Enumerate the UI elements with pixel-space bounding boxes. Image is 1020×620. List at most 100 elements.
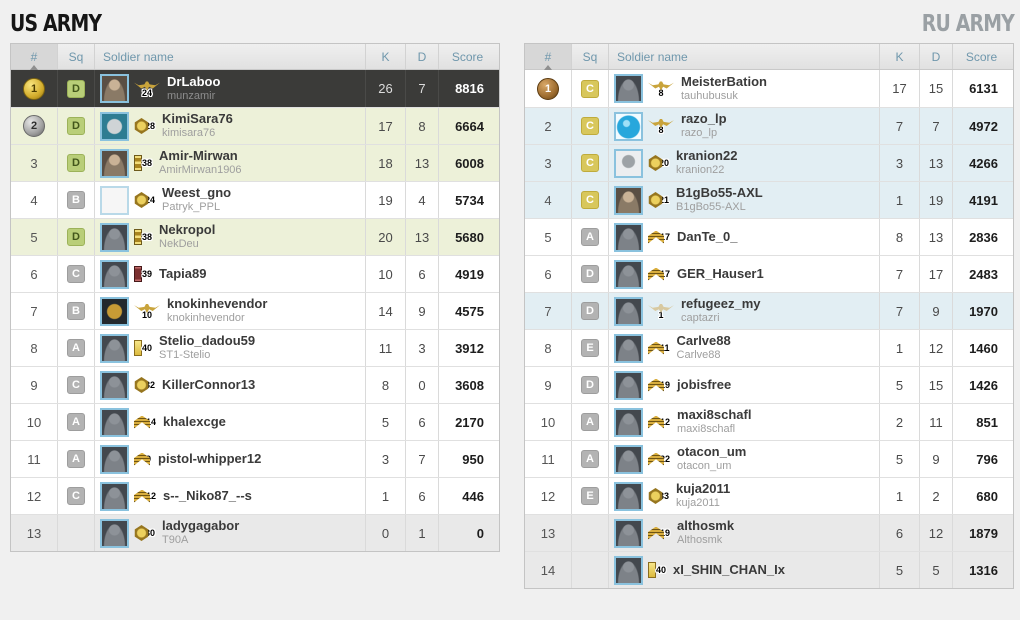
table-row[interactable]: 8 A 40 Stelio_dadou59 ST1-Stelio 11 3 39… bbox=[11, 329, 499, 366]
soldier-name[interactable]: althosmk bbox=[677, 518, 735, 534]
soldier-cell: 17 DanTe_0_ bbox=[609, 219, 880, 255]
table-row[interactable]: 9 C 32 KillerConnor13 8 0 3608 bbox=[11, 366, 499, 403]
soldier-name[interactable]: knokinhevendor bbox=[167, 296, 268, 312]
table-row[interactable]: 11 A 22 otacon_um otacon_um 5 9 796 bbox=[525, 440, 1013, 477]
table-row[interactable]: 12 E 33 kuja2011 kuja2011 1 2 680 bbox=[525, 477, 1013, 514]
column-header-squad[interactable]: Sq bbox=[58, 44, 95, 69]
deaths-value: 9 bbox=[920, 441, 953, 477]
rank-insignia-icon bbox=[648, 303, 674, 313]
table-row[interactable]: 6 D 17 GER_Hauser1 7 17 2483 bbox=[525, 255, 1013, 292]
rank-icon: 17 bbox=[648, 230, 670, 244]
squad-badge: D bbox=[67, 79, 85, 98]
soldier-name[interactable]: DanTe_0_ bbox=[677, 228, 738, 244]
column-header-rank[interactable]: # bbox=[525, 44, 572, 70]
soldier-name[interactable]: s--_Niko87_--s bbox=[163, 487, 252, 503]
rank-insignia-icon bbox=[648, 488, 663, 504]
column-header-score[interactable]: Score bbox=[451, 49, 484, 64]
avatar bbox=[100, 111, 129, 141]
table-row[interactable]: 5 A 17 DanTe_0_ 8 13 2836 bbox=[525, 218, 1013, 255]
kills-value: 3 bbox=[366, 441, 406, 477]
table-row[interactable]: 7 B 10 knokinhevendor knokinhevendor 14 … bbox=[11, 292, 499, 329]
rank-insignia-icon bbox=[648, 562, 656, 578]
avatar bbox=[614, 333, 643, 363]
position-cell: 9 bbox=[525, 367, 572, 403]
kills-value: 8 bbox=[880, 219, 920, 255]
position: 12 bbox=[26, 488, 42, 504]
column-header-deaths[interactable]: D bbox=[406, 44, 439, 69]
soldier-name[interactable]: kuja2011 bbox=[676, 481, 731, 497]
table-row[interactable]: 1 D 24 DrLaboo munzamir 26 7 8816 bbox=[11, 70, 499, 107]
table-row[interactable]: 3 C 20 kranion22 kranion22 3 13 4266 bbox=[525, 144, 1013, 181]
table-row[interactable]: 8 E 11 Carlve88 Carlve88 1 12 1460 bbox=[525, 329, 1013, 366]
us-army-table: # Sq Soldier name K D Score 1 D 24 DrLab… bbox=[10, 43, 500, 552]
medal-icon: 2 bbox=[23, 115, 45, 137]
table-row[interactable]: 6 C 39 Tapia89 10 6 4919 bbox=[11, 255, 499, 292]
table-row[interactable]: 11 A 9 pistol-whipper12 3 7 950 bbox=[11, 440, 499, 477]
table-row[interactable]: 1 C 8 MeisterBation tauhubusuk 17 15 613… bbox=[525, 70, 1013, 107]
column-header-deaths[interactable]: D bbox=[920, 44, 953, 69]
table-row[interactable]: 4 B 24 Weest_gno Patryk_PPL 19 4 5734 bbox=[11, 181, 499, 218]
soldier-name[interactable]: pistol-whipper12 bbox=[158, 450, 262, 466]
soldier-name[interactable]: B1gBo55-AXL bbox=[676, 185, 763, 201]
name-block: DanTe_0_ bbox=[677, 228, 738, 245]
table-row[interactable]: 4 C 21 B1gBo55-AXL B1gBo55-AXL 1 19 4191 bbox=[525, 181, 1013, 218]
column-header-score[interactable]: Score bbox=[965, 49, 998, 64]
soldier-name[interactable]: otacon_um bbox=[677, 444, 747, 460]
soldier-name[interactable]: Weest_gno bbox=[162, 185, 232, 201]
position: 7 bbox=[30, 303, 38, 319]
soldier-name[interactable]: Tapia89 bbox=[159, 265, 207, 281]
rank-level: 40 bbox=[142, 342, 153, 353]
position: 11 bbox=[541, 451, 555, 467]
soldier-name[interactable]: khalexcge bbox=[163, 413, 226, 429]
soldier-name[interactable]: DrLaboo bbox=[167, 73, 221, 89]
table-row[interactable]: 5 D 38 Nekropol NekDeu 20 13 5680 bbox=[11, 218, 499, 255]
table-row[interactable]: 9 D 19 jobisfree 5 15 1426 bbox=[525, 366, 1013, 403]
squad-badge: D bbox=[581, 376, 599, 394]
column-header-kills[interactable]: K bbox=[366, 44, 406, 69]
squad-badge: E bbox=[581, 487, 599, 505]
table-row[interactable]: 14 40 xI_SHIN_CHAN_Ix 5 5 1316 bbox=[525, 551, 1013, 588]
soldier-name[interactable]: GER_Hauser1 bbox=[677, 265, 764, 281]
column-header-name[interactable]: Soldier name bbox=[609, 44, 880, 69]
soldier-cell: 21 B1gBo55-AXL B1gBo55-AXL bbox=[609, 182, 880, 218]
table-row[interactable]: 13 19 althosmk Althosmk 6 12 1879 bbox=[525, 514, 1013, 551]
soldier-name[interactable]: xI_SHIN_CHAN_Ix bbox=[673, 561, 786, 577]
soldier-name[interactable]: maxi8schafl bbox=[677, 407, 752, 423]
table-row[interactable]: 12 C 12 s--_Niko87_--s 1 6 446 bbox=[11, 477, 499, 514]
soldier-name[interactable]: Amir-Mirwan bbox=[159, 148, 238, 164]
position-cell: 12 bbox=[525, 478, 572, 514]
soldier-name[interactable]: Nekropol bbox=[159, 222, 216, 238]
position-cell: 14 bbox=[525, 552, 572, 588]
table-row[interactable]: 2 D 28 KimiSara76 kimisara76 17 8 6664 bbox=[11, 107, 499, 144]
soldier-name[interactable]: KimiSara76 bbox=[162, 111, 233, 127]
player-tag: maxi8schafl bbox=[677, 423, 736, 436]
table-row[interactable]: 10 A 14 khalexcge 5 6 2170 bbox=[11, 403, 499, 440]
soldier-name[interactable]: ladygagabor bbox=[162, 518, 240, 534]
table-row[interactable]: 3 D 38 Amir-Mirwan AmirMirwan1906 18 13 … bbox=[11, 144, 499, 181]
rank-icon: 28 bbox=[134, 118, 155, 134]
column-header-name[interactable]: Soldier name bbox=[95, 44, 366, 69]
soldier-name[interactable]: razo_lp bbox=[681, 111, 727, 127]
soldier-name[interactable]: kranion22 bbox=[676, 148, 738, 164]
soldier-name[interactable]: KillerConnor13 bbox=[162, 376, 256, 392]
column-header-squad[interactable]: Sq bbox=[572, 44, 609, 69]
squad-badge: A bbox=[581, 413, 599, 431]
soldier-name[interactable]: refugeez_my bbox=[681, 296, 761, 312]
soldier-name[interactable]: Carlve88 bbox=[676, 333, 731, 349]
kills-value: 26 bbox=[366, 70, 406, 107]
column-header-kills[interactable]: K bbox=[880, 44, 920, 69]
score-value: 6664 bbox=[455, 118, 484, 134]
soldier-name[interactable]: MeisterBation bbox=[681, 73, 767, 89]
table-header: # Sq Soldier name K D Score bbox=[11, 44, 499, 70]
column-header-rank[interactable]: # bbox=[11, 44, 58, 70]
team-panel-us: US ARMY # Sq Soldier name K D Score 1 D … bbox=[10, 5, 500, 589]
table-row[interactable]: 7 D 1 refugeez_my captazri 7 9 1970 bbox=[525, 292, 1013, 329]
deaths-value: 15 bbox=[920, 367, 953, 403]
table-row[interactable]: 10 A 12 maxi8schafl maxi8schafl 2 11 851 bbox=[525, 403, 1013, 440]
table-row[interactable]: 2 C 8 razo_lp razo_lp 7 7 4972 bbox=[525, 107, 1013, 144]
soldier-name[interactable]: jobisfree bbox=[677, 376, 732, 392]
table-row[interactable]: 13 30 ladygagabor T90A 0 1 0 bbox=[11, 514, 499, 551]
soldier-name[interactable]: Stelio_dadou59 bbox=[159, 333, 256, 349]
name-block: MeisterBation tauhubusuk bbox=[681, 73, 767, 103]
squad-cell: A bbox=[58, 330, 95, 366]
